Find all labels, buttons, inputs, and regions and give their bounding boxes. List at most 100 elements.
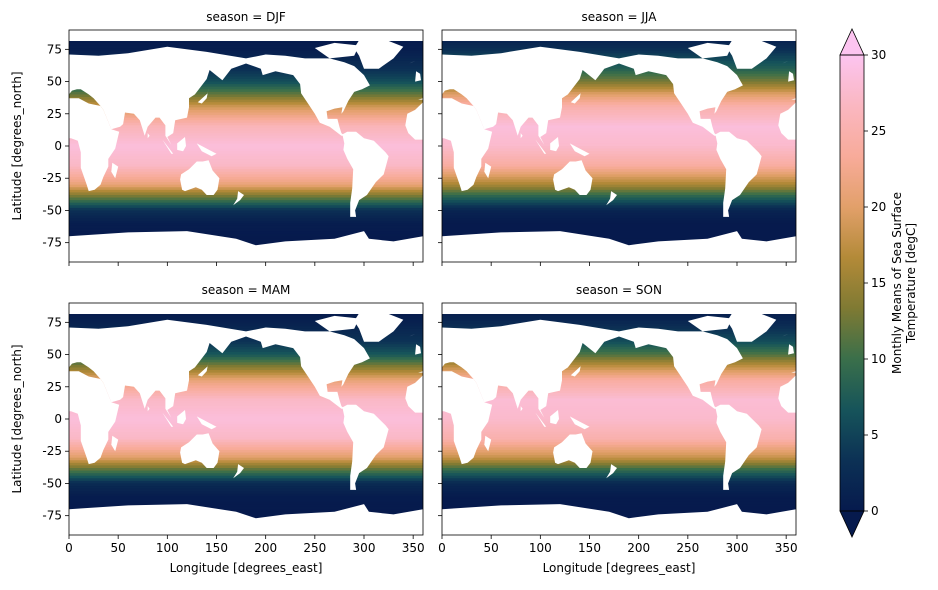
lat-band: [442, 429, 796, 433]
x-tick-label: 150: [205, 541, 228, 555]
land-mask: [415, 344, 421, 355]
land-mask: [196, 416, 217, 430]
land-mask: [246, 54, 370, 136]
land-mask: [415, 71, 421, 82]
lat-band: [69, 390, 423, 394]
lat-band: [69, 161, 423, 165]
lat-band: [442, 421, 796, 425]
lat-band: [442, 40, 796, 44]
lat-band: [69, 421, 423, 425]
lat-band: [442, 228, 796, 232]
y-tick-label: 75: [47, 315, 62, 329]
colorbar-tick-label: 5: [871, 428, 879, 442]
lat-band: [442, 442, 796, 446]
lat-band: [69, 403, 423, 407]
lat-band: [69, 478, 423, 482]
lat-band: [442, 444, 796, 448]
y-tick-label: -50: [42, 476, 62, 490]
lat-band: [442, 393, 796, 397]
lat-band: [69, 107, 423, 111]
lat-band: [69, 205, 423, 209]
lat-band: [442, 66, 796, 70]
colorbar-tick-label: 30: [871, 48, 886, 62]
polar-mask: [442, 303, 796, 314]
lat-band: [442, 115, 796, 119]
lat-band: [69, 419, 423, 423]
lat-band: [442, 238, 796, 242]
lat-band: [69, 164, 423, 168]
lat-band: [69, 362, 423, 366]
x-tick-label: 350: [402, 541, 425, 555]
land-mask: [197, 88, 209, 104]
lat-band: [442, 473, 796, 477]
colorbar: 0 5 10 15 20 25 30 Monthly Means of Sea Surface…: [839, 28, 918, 538]
lat-band: [69, 151, 423, 155]
lat-band: [69, 364, 423, 369]
sst-field: [442, 303, 796, 535]
colorbar-gradient: [840, 55, 864, 511]
lat-band: [69, 233, 423, 237]
lat-band: [442, 475, 796, 479]
lat-band: [442, 97, 796, 101]
land-mask: [778, 98, 796, 140]
lat-band: [69, 349, 423, 353]
land-mask: [314, 42, 360, 59]
lat-band: [442, 357, 796, 361]
lat-band: [442, 403, 796, 407]
colorbar-tick-label: 10: [871, 352, 886, 366]
lat-band: [69, 76, 423, 80]
lat-band: [69, 179, 423, 183]
lat-band: [69, 187, 423, 191]
land-mask: [354, 312, 404, 342]
lat-band: [69, 506, 423, 510]
lat-band: [69, 493, 423, 497]
lat-band: [69, 91, 423, 96]
lat-band: [69, 228, 423, 232]
lat-band: [69, 66, 423, 70]
polar-mask: [69, 303, 423, 314]
x-tick-label: 50: [484, 541, 499, 555]
x-tick-label: 150: [578, 541, 601, 555]
land-mask: [520, 406, 523, 412]
panel-jja: season = JJA: [438, 10, 797, 266]
lat-band: [442, 233, 796, 237]
lat-band: [442, 45, 796, 49]
lat-band: [69, 140, 423, 145]
lat-band: [442, 130, 796, 134]
lat-band: [442, 344, 796, 348]
land-mask: [569, 416, 590, 430]
y-tick-label: 50: [47, 75, 62, 89]
lat-band: [442, 457, 796, 461]
lat-band: [442, 372, 796, 376]
lat-band: [69, 55, 423, 59]
lat-band: [442, 236, 796, 240]
lat-band: [69, 408, 423, 412]
lat-band: [442, 104, 796, 108]
lat-band: [442, 179, 796, 183]
y-tick-label: -25: [42, 444, 62, 458]
lat-band: [442, 107, 796, 111]
lat-band: [69, 174, 423, 178]
lat-band: [442, 416, 796, 420]
lat-band: [442, 460, 796, 464]
lat-band: [69, 406, 423, 410]
lat-band: [442, 395, 796, 399]
lat-band: [442, 156, 796, 160]
colorbar-tick-label: 20: [871, 200, 886, 214]
lat-band: [69, 359, 423, 363]
land-mask: [619, 327, 743, 409]
lat-band: [69, 388, 423, 392]
lat-band: [69, 318, 423, 322]
lat-band: [69, 81, 423, 85]
lat-band: [442, 192, 796, 196]
lat-band: [69, 84, 423, 88]
land-mask: [147, 133, 150, 139]
lat-band: [442, 146, 796, 150]
colorbar-label-line2: Temperature [degC]: [904, 223, 918, 344]
lat-band: [442, 426, 796, 430]
x-tick-label: 200: [627, 541, 650, 555]
x-tick-label: 0: [438, 541, 446, 555]
lat-band: [69, 424, 423, 428]
land-mask: [233, 464, 244, 479]
land-mask: [782, 60, 789, 64]
